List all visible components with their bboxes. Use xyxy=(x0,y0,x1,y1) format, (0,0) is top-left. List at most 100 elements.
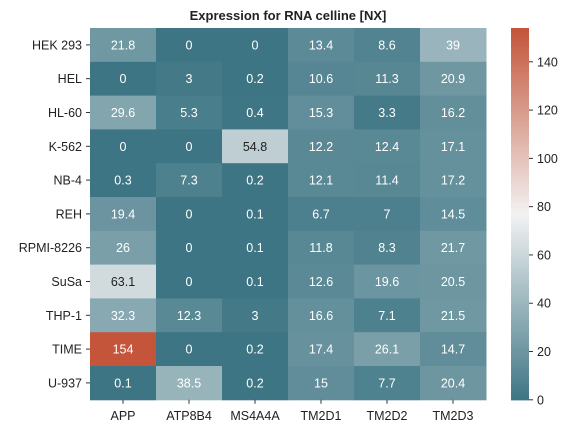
cell-value-label: 20.9 xyxy=(441,72,465,86)
colorbar-segment xyxy=(511,46,529,51)
cell-value-label: 0 xyxy=(120,72,127,86)
heatmap-cell xyxy=(288,230,355,266)
colorbar-segment xyxy=(511,151,529,156)
colorbar-segment xyxy=(511,28,529,32)
heatmap-cell xyxy=(90,264,157,299)
colorbar-segment xyxy=(511,303,529,308)
cell-value-label: 0.1 xyxy=(246,241,263,255)
colorbar-segment xyxy=(511,155,529,159)
colorbar-segment xyxy=(511,99,529,103)
heatmap-cell xyxy=(288,28,355,63)
row-label: NB-4 xyxy=(54,174,83,188)
colorbar-segment xyxy=(511,244,529,249)
colorbar-segment xyxy=(511,216,529,221)
cell-value-label: 26 xyxy=(116,241,130,255)
cell-value-label: 17.1 xyxy=(441,140,465,154)
colorbar-segment xyxy=(511,220,529,224)
colorbar-tick-label: 0 xyxy=(537,393,544,407)
colorbar-segment xyxy=(511,390,529,395)
heatmap-cell xyxy=(156,129,223,164)
colorbar-segment xyxy=(511,353,529,358)
colorbar-segment xyxy=(511,127,529,131)
colorbar-segment xyxy=(511,52,529,57)
colorbar-tick-label: 140 xyxy=(537,55,558,69)
colorbar-segment xyxy=(511,210,529,215)
heatmap-cell xyxy=(288,366,355,401)
heatmap-cell xyxy=(156,264,223,299)
cell-value-label: 0.1 xyxy=(246,207,263,221)
cell-value-label: 0.1 xyxy=(114,376,131,390)
colorbar-segment xyxy=(511,325,529,330)
colorbar-segment xyxy=(511,167,529,172)
heatmap-cell xyxy=(354,230,421,266)
colorbar-segment xyxy=(511,278,529,283)
cell-value-label: 7.7 xyxy=(378,376,395,390)
colorbar-segment xyxy=(511,232,529,237)
cell-value-label: 0.2 xyxy=(246,72,263,86)
colorbar-segment xyxy=(511,266,529,271)
column-label: ATP8B4 xyxy=(166,409,212,423)
heatmap-cell xyxy=(156,28,223,63)
colorbar-segment xyxy=(511,34,529,38)
colorbar-segment xyxy=(511,58,529,63)
cell-value-label: 21.8 xyxy=(111,38,135,52)
colorbar-segment xyxy=(511,291,529,296)
cell-value-label: 14.7 xyxy=(441,343,465,357)
row-label: TIME xyxy=(52,343,82,357)
colorbar-segment xyxy=(511,145,529,150)
colorbar-segment xyxy=(511,260,529,265)
colorbar-segment xyxy=(511,161,529,165)
heatmap-cell xyxy=(420,298,487,333)
heatmap-cell xyxy=(420,163,487,198)
colorbar-segment xyxy=(511,384,529,389)
heatmap-cell xyxy=(156,332,223,367)
cell-value-label: 15.3 xyxy=(309,106,333,120)
colorbar-segment xyxy=(511,235,529,240)
colorbar-segment xyxy=(511,179,529,184)
cell-value-label: 12.2 xyxy=(309,140,333,154)
colorbar-segment xyxy=(511,375,529,379)
heatmap-cell xyxy=(222,28,289,63)
heatmap-cell xyxy=(354,298,421,333)
heatmap-cell xyxy=(354,129,421,164)
colorbar-segment xyxy=(511,337,529,342)
colorbar-segment xyxy=(511,319,529,323)
heatmap-cell xyxy=(354,264,421,299)
heatmap-cell xyxy=(222,332,289,367)
colorbar-segment xyxy=(511,294,529,299)
row-label: SuSa xyxy=(51,275,82,289)
cell-value-label: 29.6 xyxy=(111,106,135,120)
cell-value-label: 10.6 xyxy=(309,72,333,86)
colorbar-segment xyxy=(511,65,529,69)
heatmap-cell xyxy=(354,163,421,198)
cell-value-label: 20.4 xyxy=(441,376,465,390)
cell-value-label: 0.1 xyxy=(246,275,263,289)
cell-value-label: 3 xyxy=(186,72,193,86)
colorbar-segment xyxy=(511,272,529,277)
colorbar-segment xyxy=(511,226,529,230)
heatmap-cell xyxy=(354,95,421,130)
cell-value-label: 5.3 xyxy=(180,106,197,120)
heatmap-cells: 21.8 0 0 13.4 8.6 39 0 3 0.2 10.6 11.3 20.9 29.6 5.3 0… xyxy=(90,28,487,401)
heatmap-cell xyxy=(420,264,487,299)
heatmap-cell xyxy=(288,163,355,198)
cell-value-label: 12.6 xyxy=(309,275,333,289)
heatmap-cell xyxy=(90,163,157,198)
heatmap-cell xyxy=(288,332,355,367)
colorbar-tick-label: 120 xyxy=(537,104,558,118)
heatmap-cell xyxy=(288,61,355,97)
colorbar-segment xyxy=(511,238,529,243)
cell-value-label: 0 xyxy=(120,140,127,154)
colorbar-segment xyxy=(511,306,529,311)
colorbar-segment xyxy=(511,371,529,376)
column-label: MS4A4A xyxy=(230,409,280,423)
colorbar-segment xyxy=(511,83,529,88)
chart-title: Expression for RNA celline [NX] xyxy=(190,8,387,23)
row-label: REH xyxy=(56,207,82,221)
colorbar-segment xyxy=(511,344,529,348)
colorbar-segment xyxy=(511,285,529,289)
cell-value-label: 3 xyxy=(252,309,259,323)
heatmap-cell xyxy=(156,61,223,97)
heatmap-cell xyxy=(156,163,223,198)
